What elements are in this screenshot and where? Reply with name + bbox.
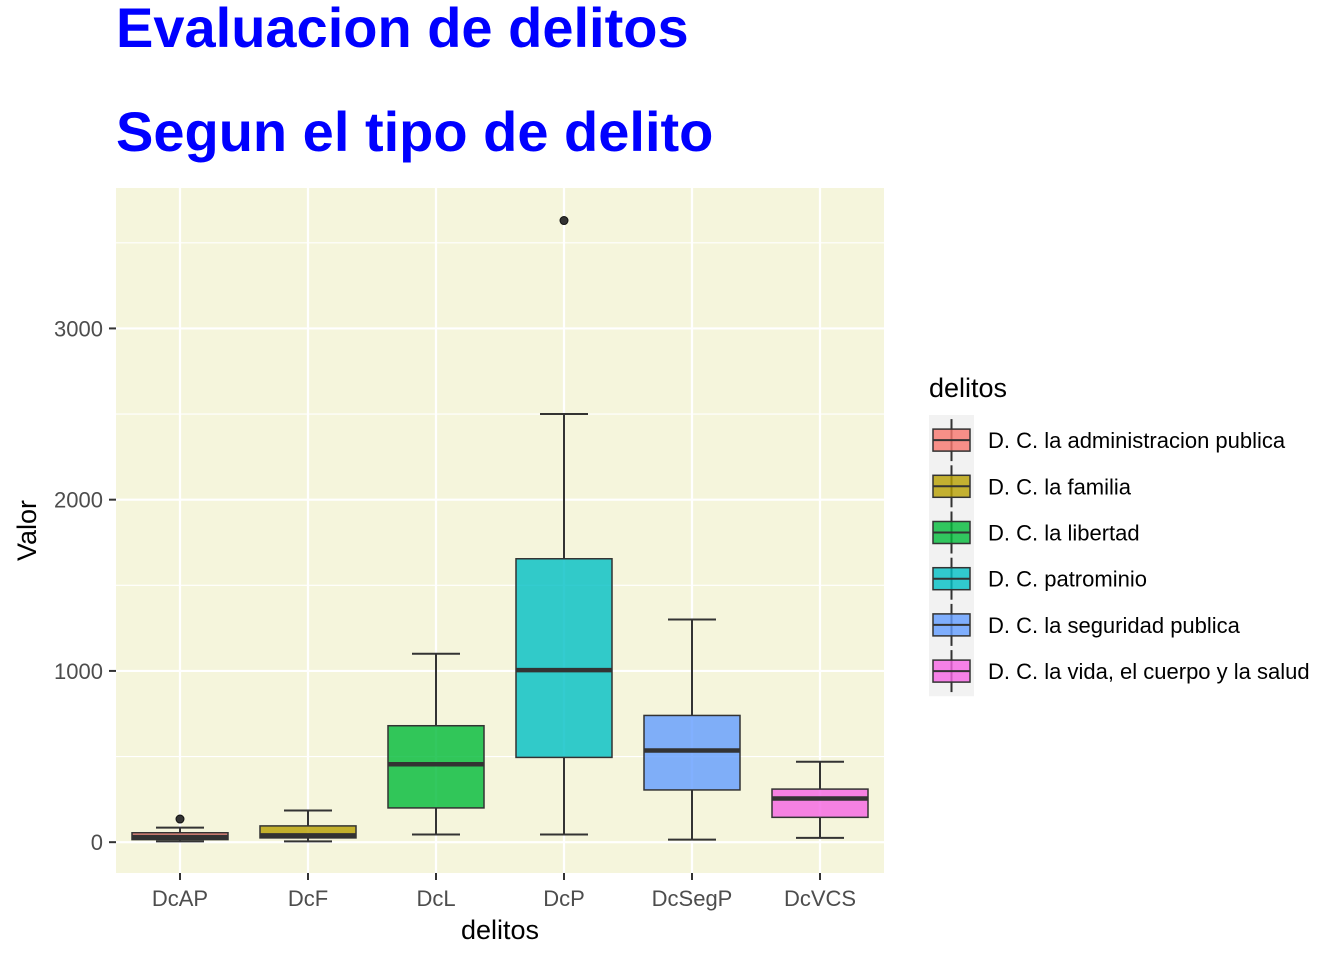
box-DcF — [259, 809, 357, 843]
y-tick-label: 3000 — [54, 316, 103, 341]
box-DcP — [515, 216, 613, 836]
x-tick-label: DcSegP — [652, 886, 733, 911]
legend-label: D. C. la familia — [988, 474, 1132, 499]
box-body — [771, 788, 869, 819]
legend-item: D. C. la vida, el cuerpo y la salud — [932, 650, 1310, 693]
box-DcVCS — [771, 760, 869, 839]
legend-item: D. C. patrominio — [932, 557, 1147, 600]
y-tick-label: 2000 — [54, 488, 103, 513]
legend-title: delitos — [929, 373, 1007, 403]
legend-label: D. C. patrominio — [988, 567, 1147, 592]
x-tick-label: DcL — [416, 886, 455, 911]
legend-item: D. C. la libertad — [932, 511, 1140, 554]
x-tick-label: DcF — [288, 886, 328, 911]
box-body — [259, 825, 357, 839]
y-axis-title: Valor — [12, 500, 42, 561]
legend-label: D. C. la seguridad publica — [988, 613, 1241, 638]
box-DcL — [387, 652, 485, 836]
legend-key-background — [929, 415, 974, 697]
chart-title: Evaluacion de delitos — [116, 0, 689, 59]
chart-subtitle: Segun el tipo de delito — [116, 100, 714, 163]
y-tick-label: 1000 — [54, 659, 103, 684]
outlier-point — [175, 814, 185, 824]
legend-item: D. C. la administracion publica — [932, 419, 1286, 462]
box-DcSegP — [643, 618, 741, 841]
x-tick-label: DcVCS — [784, 886, 856, 911]
box-body — [515, 558, 613, 759]
legend-label: D. C. la administracion publica — [988, 428, 1286, 453]
x-tick-label: DcP — [543, 886, 585, 911]
x-axis-title: delitos — [461, 915, 539, 945]
box-body — [387, 724, 485, 809]
legend-label: D. C. la libertad — [988, 521, 1140, 546]
box-DcAP — [131, 814, 229, 843]
outlier-point — [559, 216, 569, 226]
y-tick-label: 0 — [91, 830, 103, 855]
x-tick-label: DcAP — [152, 886, 208, 911]
legend-item: D. C. la seguridad publica — [932, 603, 1241, 646]
legend-label: D. C. la vida, el cuerpo y la salud — [988, 659, 1310, 684]
legend-item: D. C. la familia — [932, 465, 1132, 508]
plot-panel — [116, 188, 884, 873]
